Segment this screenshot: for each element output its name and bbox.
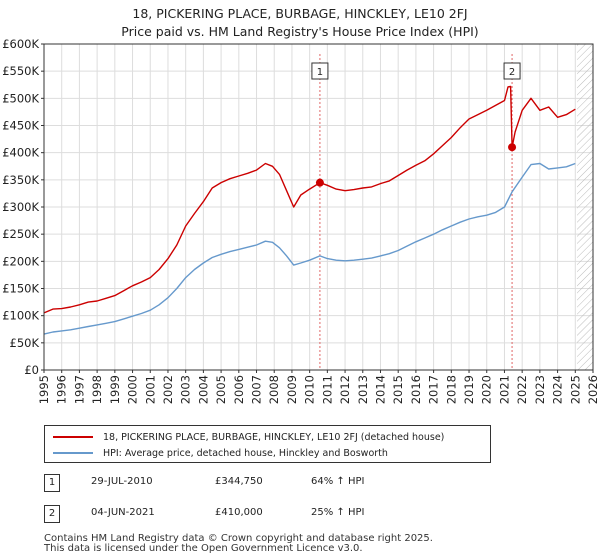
legend-item-hpi: HPI: Average price, detached house, Hinc… bbox=[53, 445, 388, 461]
x-tick-label: 1997 bbox=[72, 375, 86, 404]
y-tick-label: £500K bbox=[2, 91, 39, 105]
x-tick-label: 2000 bbox=[126, 375, 140, 404]
x-tick-label: 1998 bbox=[90, 375, 104, 404]
footer-licence: This data is licensed under the Open Gov… bbox=[44, 543, 363, 554]
chart-subtitle: Price paid vs. HM Land Registry's House … bbox=[121, 24, 478, 39]
legend-label-price: 18, PICKERING PLACE, BURBAGE, HINCKLEY, … bbox=[103, 431, 445, 443]
x-tick-label: 2015 bbox=[391, 375, 405, 404]
forecast-hatch bbox=[577, 44, 593, 370]
y-tick-label: £200K bbox=[2, 254, 39, 268]
sale-point-2 bbox=[508, 143, 517, 152]
x-tick-label: 2009 bbox=[285, 375, 299, 404]
x-tick-label: 2026 bbox=[586, 375, 600, 404]
y-tick-label: £350K bbox=[2, 173, 39, 187]
x-tick-label: 2018 bbox=[444, 375, 458, 404]
sale-price-1: £344,750 bbox=[215, 476, 263, 487]
x-tick-label: 1996 bbox=[55, 375, 69, 404]
sale-row-1: 1 29-JUL-2010 £344,750 64% ↑ HPI bbox=[44, 474, 444, 492]
x-tick-label: 2007 bbox=[250, 375, 264, 404]
x-tick-label: 2020 bbox=[480, 375, 494, 404]
sale-date-2: 04-JUN-2021 bbox=[91, 507, 155, 518]
x-tick-label: 2005 bbox=[214, 375, 228, 404]
y-tick-label: £450K bbox=[2, 119, 39, 133]
x-tick-label: 2003 bbox=[179, 375, 193, 404]
x-tick-label: 2011 bbox=[320, 375, 334, 404]
y-tick-label: £150K bbox=[2, 282, 39, 296]
legend-swatch-hpi bbox=[53, 452, 93, 454]
x-tick-label: 1995 bbox=[37, 375, 51, 404]
x-tick-label: 1999 bbox=[108, 375, 122, 404]
sale-marker-label-2: 2 bbox=[509, 67, 515, 78]
legend-label-hpi: HPI: Average price, detached house, Hinc… bbox=[103, 447, 388, 459]
x-tick-label: 2014 bbox=[373, 375, 387, 404]
sale-marker-1: 1 bbox=[44, 474, 60, 492]
x-tick-label: 2010 bbox=[303, 375, 317, 404]
sale-hpi-2: 25% ↑ HPI bbox=[311, 507, 365, 518]
x-tick-label: 2001 bbox=[143, 375, 157, 404]
sale-price-2: £410,000 bbox=[215, 507, 263, 518]
sale-point-1 bbox=[315, 178, 324, 187]
x-tick-label: 2013 bbox=[356, 375, 370, 404]
y-tick-label: £400K bbox=[2, 146, 39, 160]
legend: 18, PICKERING PLACE, BURBAGE, HINCKLEY, … bbox=[44, 425, 491, 463]
sale-hpi-1: 64% ↑ HPI bbox=[311, 476, 365, 487]
x-tick-label: 2016 bbox=[409, 375, 423, 404]
y-tick-label: £600K bbox=[2, 37, 39, 51]
x-tick-label: 2006 bbox=[232, 375, 246, 404]
price-chart: 18, PICKERING PLACE, BURBAGE, HINCKLEY, … bbox=[2, 6, 600, 404]
x-tick-label: 2021 bbox=[497, 375, 511, 404]
footer-copyright: Contains HM Land Registry data © Crown c… bbox=[44, 533, 433, 544]
x-tick-label: 2022 bbox=[515, 375, 529, 404]
x-tick-label: 2002 bbox=[161, 375, 175, 404]
legend-item-price: 18, PICKERING PLACE, BURBAGE, HINCKLEY, … bbox=[53, 429, 444, 445]
x-tick-label: 2004 bbox=[196, 375, 210, 404]
y-tick-label: £300K bbox=[2, 200, 39, 214]
y-tick-label: £550K bbox=[2, 64, 39, 78]
x-tick-label: 2019 bbox=[462, 375, 476, 404]
x-tick-label: 2012 bbox=[338, 375, 352, 404]
sale-marker-box-1 bbox=[311, 62, 329, 80]
sale-date-1: 29-JUL-2010 bbox=[91, 476, 153, 487]
sale-marker-label-1: 1 bbox=[317, 67, 323, 78]
y-tick-label: £0 bbox=[24, 363, 39, 377]
legend-swatch-price bbox=[53, 436, 93, 438]
x-tick-label: 2024 bbox=[551, 375, 565, 404]
y-tick-label: £50K bbox=[10, 336, 40, 350]
x-tick-label: 2017 bbox=[427, 375, 441, 404]
x-tick-label: 2023 bbox=[533, 375, 547, 404]
sale-row-2: 2 04-JUN-2021 £410,000 25% ↑ HPI bbox=[44, 505, 444, 523]
x-tick-label: 2025 bbox=[568, 375, 582, 404]
y-tick-label: £100K bbox=[2, 309, 39, 323]
sale-marker-box-2 bbox=[503, 62, 521, 80]
sale-marker-2: 2 bbox=[44, 505, 60, 523]
hpi-line bbox=[43, 162, 576, 335]
chart-title: 18, PICKERING PLACE, BURBAGE, HINCKLEY, … bbox=[132, 6, 467, 21]
x-tick-label: 2008 bbox=[267, 375, 281, 404]
y-tick-label: £250K bbox=[2, 227, 39, 241]
